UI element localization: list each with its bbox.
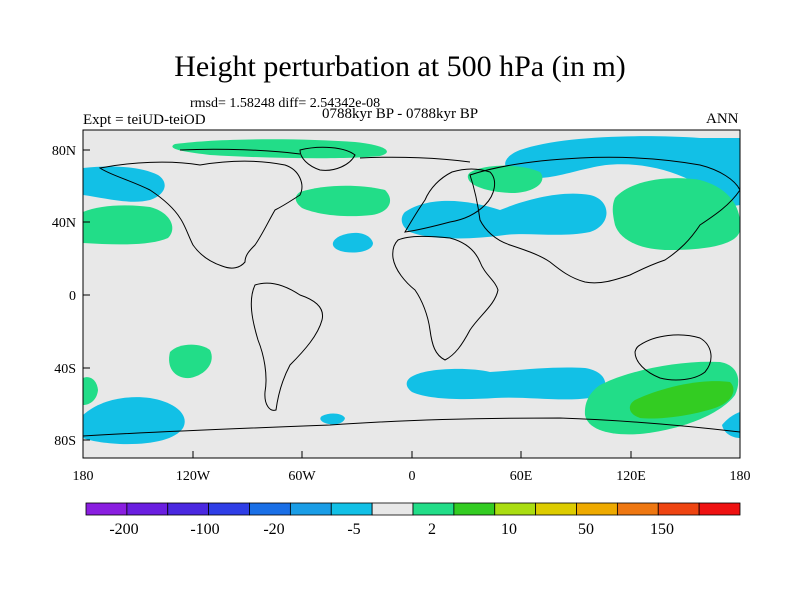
colorbar-swatch bbox=[412, 502, 455, 516]
negative-anomaly-region bbox=[406, 367, 606, 400]
australia-coast bbox=[634, 334, 712, 381]
map-title: Height perturbation at 500 hPa (in m) bbox=[174, 50, 626, 83]
colorbar-label: -5 bbox=[347, 521, 360, 538]
north-america-coast bbox=[98, 160, 303, 269]
south-america-coast bbox=[250, 282, 324, 411]
coastlines bbox=[83, 146, 740, 437]
colorbar-swatch bbox=[657, 502, 700, 516]
lon-tick-label: 180 bbox=[730, 469, 751, 484]
colorbar-swatch bbox=[535, 502, 577, 516]
colorbar-swatch bbox=[289, 502, 332, 516]
lon-tick-label: 120E bbox=[616, 469, 646, 484]
colorbar-swatch bbox=[453, 502, 496, 516]
lat-tick-label: 40S bbox=[54, 362, 76, 377]
greenland-coast bbox=[299, 146, 356, 171]
lon-tick-label: 60W bbox=[288, 469, 316, 484]
colorbar-label: 2 bbox=[428, 521, 436, 538]
europe-coast bbox=[404, 168, 496, 233]
negative-anomaly-region bbox=[401, 193, 607, 239]
asia-coast bbox=[469, 156, 740, 284]
colorbar-swatch bbox=[698, 502, 741, 516]
stats-label: rmsd= 1.58248 diff= 2.54342e-08 bbox=[190, 96, 381, 111]
positive-anomaly-region bbox=[169, 344, 212, 379]
negative-anomaly-region bbox=[332, 232, 373, 253]
latitude-labels: 80N 40N 0 40S 80S bbox=[52, 144, 76, 449]
positive-anomaly-region bbox=[612, 178, 740, 250]
positive-anomaly-region bbox=[172, 139, 387, 159]
positive-anomaly-region bbox=[83, 377, 98, 405]
lat-tick-label: 80S bbox=[54, 434, 76, 449]
experiment-label: Expt = teiUD-teiOD bbox=[83, 112, 206, 128]
longitude-labels: 180 120W 60W 0 60E 120E 180 bbox=[73, 469, 751, 484]
contour-fields bbox=[83, 136, 740, 445]
lon-tick-label: 120W bbox=[176, 469, 211, 484]
arctic-coast bbox=[179, 148, 471, 163]
positive-anomaly-region bbox=[83, 205, 173, 245]
colorbar-labels: -200 -100 -20 -5 2 10 50 150 bbox=[109, 521, 674, 538]
colorbar bbox=[85, 502, 741, 516]
colorbar-label: 150 bbox=[650, 521, 674, 538]
positive-anomaly-region bbox=[295, 185, 391, 217]
negative-anomaly-region bbox=[505, 136, 740, 201]
africa-coast bbox=[392, 235, 499, 361]
colorbar-swatch bbox=[576, 502, 618, 516]
colorbar-label: 10 bbox=[501, 521, 517, 538]
lat-tick-label: 40N bbox=[52, 216, 76, 231]
colorbar-swatch bbox=[330, 502, 373, 516]
antarctica-coast bbox=[83, 417, 740, 437]
colorbar-swatch bbox=[371, 502, 414, 516]
lon-tick-label: 180 bbox=[73, 469, 94, 484]
negative-anomaly-region bbox=[83, 166, 165, 202]
colorbar-swatch bbox=[494, 502, 537, 516]
lon-tick-label: 0 bbox=[409, 469, 416, 484]
colorbar-label: 50 bbox=[578, 521, 594, 538]
lat-tick-label: 0 bbox=[69, 289, 76, 304]
colorbar-label: -100 bbox=[190, 521, 219, 538]
colorbar-swatch bbox=[126, 502, 169, 516]
period-label: 0788kyr BP - 0788kyr BP bbox=[322, 106, 479, 122]
colorbar-label: -200 bbox=[109, 521, 138, 538]
colorbar-label: -20 bbox=[263, 521, 284, 538]
lat-tick-label: 80N bbox=[52, 144, 76, 159]
positive-anomaly-region bbox=[467, 165, 543, 193]
lon-tick-label: 60E bbox=[510, 469, 533, 484]
colorbar-swatch bbox=[249, 502, 291, 516]
colorbar-swatch bbox=[85, 502, 128, 516]
season-label: ANN bbox=[706, 111, 739, 127]
colorbar-swatch bbox=[167, 502, 210, 516]
colorbar-swatch bbox=[616, 502, 659, 516]
positive-strong-region bbox=[629, 381, 734, 419]
axis-ticks bbox=[82, 149, 741, 458]
colorbar-swatch bbox=[208, 502, 250, 516]
negative-anomaly-region bbox=[320, 413, 345, 425]
